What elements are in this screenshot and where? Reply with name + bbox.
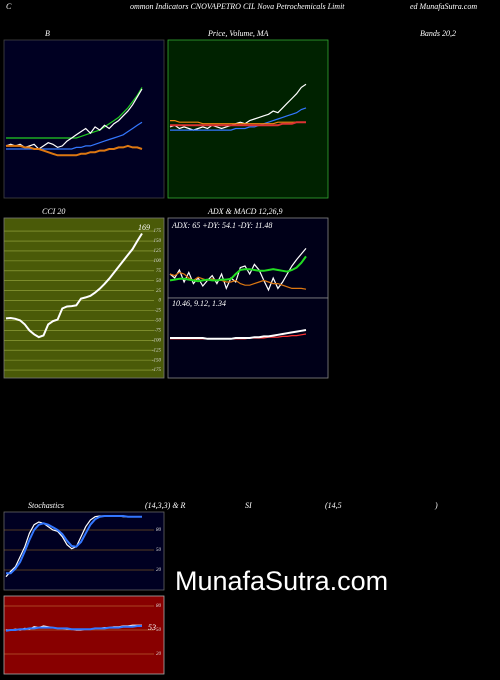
series-line xyxy=(6,87,143,139)
y-tick-label: 80 xyxy=(156,528,162,533)
series-line xyxy=(169,248,307,292)
series-line xyxy=(5,232,143,339)
series-line xyxy=(169,255,307,283)
y-tick-label: -125 xyxy=(152,348,162,353)
annotation: 53 xyxy=(148,623,156,632)
series-line xyxy=(6,144,143,157)
panel-title: Price, Volume, MA xyxy=(207,29,269,38)
y-tick-label: 20 xyxy=(156,568,162,573)
series-line xyxy=(5,625,142,632)
panel xyxy=(167,39,329,199)
panel-title: CCI 20 xyxy=(42,207,65,216)
y-tick-label: 0 xyxy=(159,299,162,304)
y-tick-label: 50 xyxy=(156,628,162,633)
watermark: MunafaSutra.com xyxy=(175,566,388,596)
series-line xyxy=(170,107,307,131)
y-tick-label: 25 xyxy=(156,289,162,294)
y-tick-label: -50 xyxy=(154,319,161,324)
panel xyxy=(3,595,165,675)
panel xyxy=(3,511,165,591)
series-line xyxy=(5,88,143,150)
series-line xyxy=(6,121,143,150)
series-line xyxy=(170,120,306,125)
series-line xyxy=(170,121,306,127)
series-line xyxy=(6,515,142,575)
rsi-title: SI xyxy=(245,501,252,510)
y-tick-label: 150 xyxy=(154,239,162,244)
bands-title: Bands 20,2 xyxy=(420,29,456,38)
stoch-title: (14,3,3) & R xyxy=(145,501,186,510)
header-left: C xyxy=(6,2,12,11)
annotation: 10.46, 9.12, 1.34 xyxy=(172,299,226,308)
y-tick-label: -75 xyxy=(154,328,161,333)
rsi-title: ) xyxy=(434,501,438,510)
y-tick-label: -150 xyxy=(152,358,162,363)
y-tick-label: 125 xyxy=(154,249,162,254)
annotation: 169 xyxy=(138,223,150,232)
panel xyxy=(3,39,165,199)
y-tick-label: 20 xyxy=(156,652,162,657)
y-tick-label: 50 xyxy=(156,548,162,553)
rsi-title: (14,5 xyxy=(325,501,342,510)
y-tick-label: -100 xyxy=(152,338,162,343)
y-tick-label: 50 xyxy=(156,279,162,284)
y-tick-label: 175 xyxy=(154,229,162,234)
panel-title: B xyxy=(45,29,50,38)
panel-title: ADX & MACD 12,26,9 xyxy=(207,207,282,216)
y-tick-label: 75 xyxy=(156,269,162,274)
header-right: ed MunafaSutra.com xyxy=(410,2,477,11)
y-tick-label: -25 xyxy=(154,309,161,314)
y-tick-label: -175 xyxy=(152,368,162,373)
y-tick-label: 80 xyxy=(156,604,162,609)
y-tick-label: 100 xyxy=(154,259,162,264)
header-center: ommon Indicators CNOVAPETRO CIL Nova Pet… xyxy=(130,2,345,11)
stoch-title: Stochastics xyxy=(28,501,64,510)
series-line xyxy=(170,329,307,340)
annotation: ADX: 65 +DY: 54.1 -DY: 11.48 xyxy=(171,221,272,230)
